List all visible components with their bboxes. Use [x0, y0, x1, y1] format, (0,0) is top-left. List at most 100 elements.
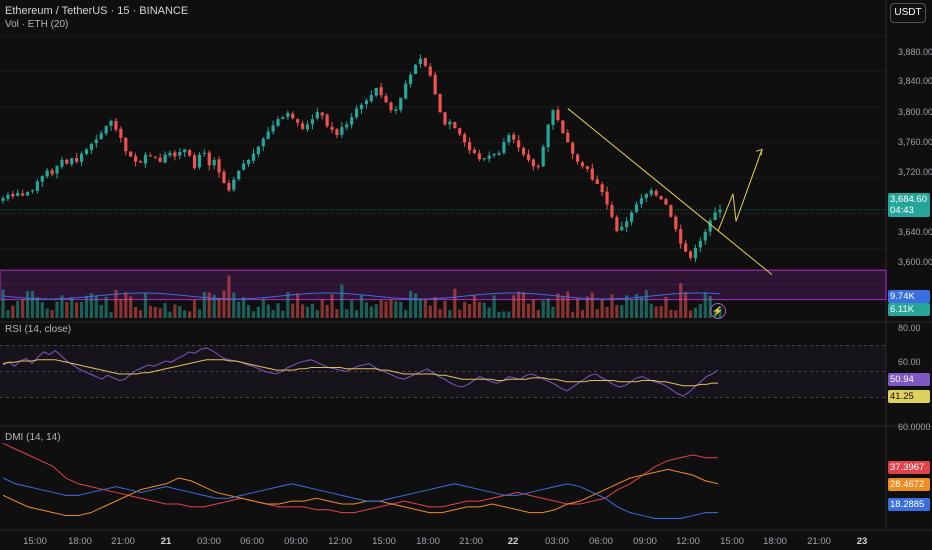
dmi-plus-badge: 37.3967 [888, 461, 930, 474]
volume-bar [458, 309, 462, 318]
candle-body [669, 205, 673, 217]
price-tick: 3,640.00 [898, 227, 932, 237]
price-tick: 3,600.00 [898, 257, 932, 267]
candle-body [433, 74, 437, 95]
candle-body [389, 102, 393, 111]
volume-bar [374, 304, 378, 318]
candle-body [384, 95, 388, 103]
candle-body [345, 124, 349, 128]
candle-body [625, 221, 629, 227]
candle-body [30, 190, 35, 192]
time-tick: 15:00 [23, 536, 47, 547]
candle-body [659, 196, 663, 200]
projection-path [717, 149, 763, 232]
lightning-icon[interactable]: ⚡ [710, 303, 726, 319]
time-tick: 23 [856, 536, 868, 547]
price-tick: 3,840.00 [898, 76, 932, 86]
volume-bar [634, 294, 639, 318]
volume-bar [99, 304, 103, 318]
volume-bar [536, 309, 540, 318]
volume-bar [271, 310, 275, 318]
volume-bar [212, 294, 216, 318]
candle-body [217, 159, 221, 173]
volume-bar [698, 304, 702, 318]
candle-body [521, 148, 526, 155]
candle-body [458, 128, 462, 135]
current-price-badge: 3,684.60 04:43 [888, 193, 930, 217]
candle-body [664, 199, 668, 205]
volume-bar [40, 302, 44, 318]
volume-bar [6, 310, 10, 318]
candle-body [266, 131, 270, 139]
candle-body [350, 117, 354, 125]
volume-bar [261, 298, 265, 318]
candle-body [70, 158, 74, 165]
candle-body [222, 171, 226, 184]
candle-body [566, 132, 570, 143]
candle-body [512, 134, 516, 140]
current-price: 3,684.60 [890, 194, 927, 205]
candle-countdown: 04:43 [890, 205, 914, 216]
volume-bar [345, 309, 349, 318]
volume-bar [183, 310, 187, 318]
volume-bar [202, 292, 206, 318]
volume-bar [620, 305, 624, 318]
candle-body [556, 109, 560, 120]
currency-button[interactable]: USDT [890, 3, 926, 23]
volume-bar [684, 291, 688, 318]
volume-bar [286, 292, 290, 318]
candle-body [335, 129, 339, 136]
rsi-value-badge: 50.94 [888, 373, 930, 386]
time-tick: 03:00 [197, 536, 221, 547]
volume-bar [561, 295, 565, 318]
volume-bar [679, 283, 683, 318]
candle-body [6, 194, 10, 199]
volume-bar [649, 303, 653, 318]
volume-bar [639, 296, 644, 318]
volume-bar [300, 304, 305, 318]
volume-bar [497, 311, 501, 318]
volume-bar [389, 299, 393, 318]
volume-bar [84, 295, 89, 318]
candle-body [551, 110, 555, 125]
candle-body [354, 108, 359, 118]
candle-body [394, 109, 398, 111]
volume-bar [143, 293, 148, 318]
volume-bar [438, 309, 442, 318]
rsi-label[interactable]: RSI (14, close) [5, 324, 72, 335]
candle-body [281, 117, 285, 120]
volume-bar [404, 310, 408, 318]
candle-body [477, 153, 481, 160]
candle-body [276, 119, 280, 126]
dmi-label[interactable]: DMI (14, 14) [5, 432, 61, 443]
volume-bar [531, 299, 535, 318]
candle-body [472, 149, 477, 153]
volume-bar [16, 301, 20, 318]
candle-body [320, 112, 324, 116]
projection-arrowhead [755, 148, 763, 156]
volume-bar [384, 301, 388, 318]
candle-body [124, 137, 128, 152]
volume-bar [109, 311, 113, 318]
candle-body [634, 204, 639, 212]
volume-bar [487, 307, 491, 318]
candle-body [94, 139, 98, 144]
time-tick: 21 [160, 536, 172, 547]
time-tick: 06:00 [589, 536, 613, 547]
time-tick: 09:00 [284, 536, 308, 547]
candle-body [271, 125, 275, 132]
volume-bar [340, 284, 344, 318]
volume-bar [507, 311, 511, 318]
volume-bar [590, 292, 594, 318]
candle-body [698, 240, 702, 248]
time-tick: 12:00 [328, 536, 352, 547]
candle-body [487, 155, 491, 159]
candle-body [212, 160, 216, 166]
volume-bar [379, 300, 383, 318]
volume-bar [580, 309, 585, 318]
candle-body [620, 226, 624, 231]
volume-bar [625, 295, 629, 318]
price-tick: 3,800.00 [898, 107, 932, 117]
volume-indicator-label[interactable]: Vol · ETH (20) [5, 19, 69, 30]
